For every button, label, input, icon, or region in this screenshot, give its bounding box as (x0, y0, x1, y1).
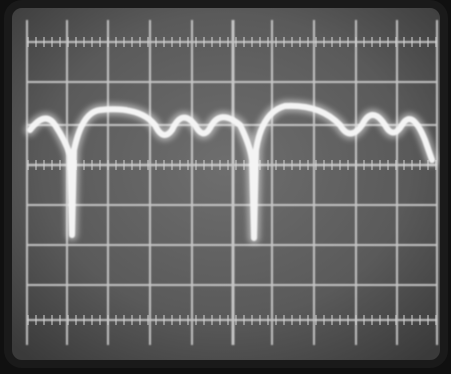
tick-row (27, 160, 437, 170)
tick-row (27, 37, 437, 47)
page (0, 0, 451, 374)
tick-row (27, 315, 437, 325)
oscilloscope-photo (0, 0, 451, 374)
